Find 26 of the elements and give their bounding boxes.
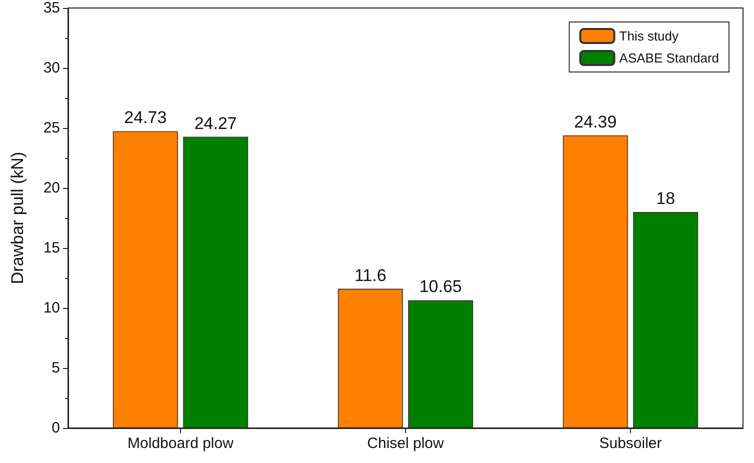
y-tick-label: 25 [43,120,60,136]
data-label: 18 [656,189,676,208]
y-tick-label: 15 [43,240,60,256]
data-label: 24.27 [194,114,237,133]
x-tick-label: Subsoiler [599,435,662,452]
bar [562,135,628,428]
bar [633,212,698,428]
data-label: 24.39 [574,112,617,132]
x-tick-label: Chisel plow [367,435,444,452]
y-axis-title: Drawbar pull (kN) [8,152,27,284]
bar [112,131,178,428]
bar [338,288,403,428]
data-label: 24.73 [124,108,167,128]
y-tick-label: 10 [43,300,60,316]
data-label: 10.65 [419,277,462,296]
y-tick-label: 35 [43,0,60,16]
y-tick-label: 30 [43,60,60,76]
y-tick-label: 0 [52,420,60,436]
bar [183,136,248,428]
y-tick-label: 5 [52,360,60,376]
x-tick-label: Moldboard plow [128,435,234,452]
legend-label: ASABE Standard [619,50,720,66]
y-tick-label: 20 [43,180,60,196]
bar [408,300,474,428]
legend-label: This study [619,28,680,44]
data-label: 11.6 [354,266,386,285]
